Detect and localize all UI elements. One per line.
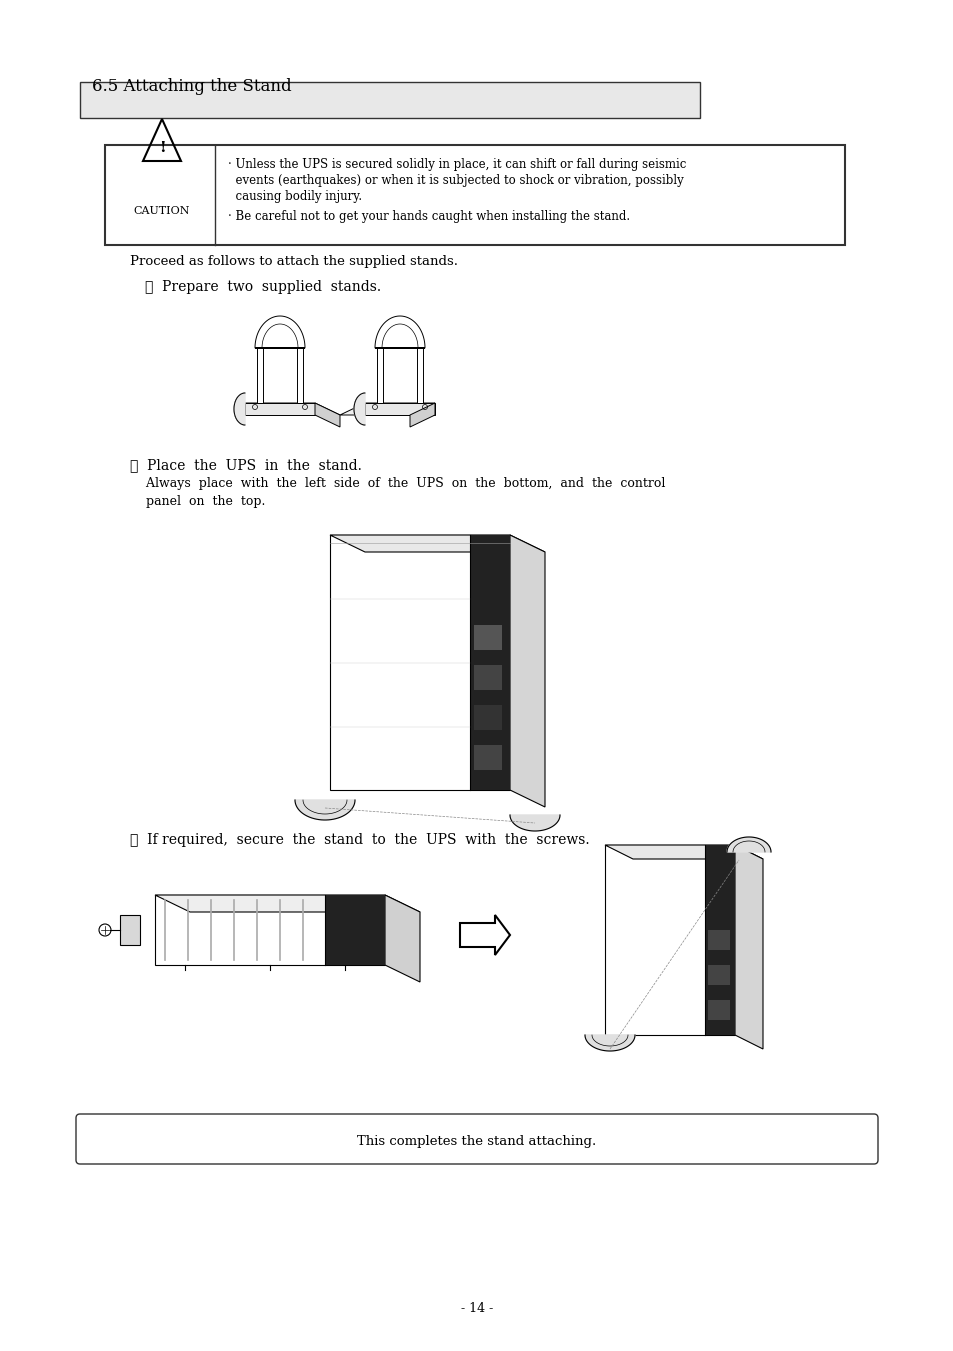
Polygon shape [584, 1035, 635, 1051]
Text: ①  Prepare  two  supplied  stands.: ① Prepare two supplied stands. [145, 280, 381, 295]
Polygon shape [314, 403, 339, 427]
Polygon shape [245, 403, 339, 415]
Text: Proceed as follows to attach the supplied stands.: Proceed as follows to attach the supplie… [130, 255, 457, 267]
FancyBboxPatch shape [707, 965, 729, 985]
Polygon shape [410, 403, 435, 427]
FancyBboxPatch shape [474, 665, 501, 690]
Text: panel  on  the  top.: panel on the top. [130, 494, 265, 508]
Text: causing bodily injury.: causing bodily injury. [228, 190, 362, 203]
FancyBboxPatch shape [470, 535, 510, 790]
Polygon shape [296, 349, 303, 403]
Polygon shape [233, 393, 245, 426]
Polygon shape [365, 403, 435, 415]
Polygon shape [330, 535, 510, 790]
Polygon shape [294, 800, 355, 820]
Text: - 14 -: - 14 - [460, 1302, 493, 1315]
FancyBboxPatch shape [707, 1000, 729, 1020]
FancyBboxPatch shape [474, 626, 501, 650]
FancyBboxPatch shape [80, 82, 700, 118]
Text: CAUTION: CAUTION [133, 205, 190, 216]
Polygon shape [734, 844, 762, 1048]
Text: ②  Place  the  UPS  in  the  stand.: ② Place the UPS in the stand. [130, 458, 361, 471]
FancyBboxPatch shape [325, 894, 385, 965]
FancyBboxPatch shape [474, 705, 501, 730]
Polygon shape [510, 815, 559, 831]
Polygon shape [510, 535, 544, 807]
Polygon shape [385, 894, 419, 982]
Polygon shape [256, 349, 263, 403]
Text: 6.5 Attaching the Stand: 6.5 Attaching the Stand [91, 78, 292, 95]
Text: !: ! [158, 141, 165, 155]
Polygon shape [726, 838, 770, 852]
FancyBboxPatch shape [120, 915, 140, 944]
Polygon shape [154, 894, 385, 965]
Polygon shape [339, 403, 435, 415]
Polygon shape [330, 535, 544, 553]
Polygon shape [254, 316, 305, 349]
Text: Always  place  with  the  left  side  of  the  UPS  on  the  bottom,  and  the  : Always place with the left side of the U… [130, 477, 664, 490]
Polygon shape [245, 403, 314, 415]
FancyBboxPatch shape [707, 929, 729, 950]
Polygon shape [604, 844, 734, 1035]
Polygon shape [154, 894, 419, 912]
FancyBboxPatch shape [474, 744, 501, 770]
Text: ③  If required,  secure  the  stand  to  the  UPS  with  the  screws.: ③ If required, secure the stand to the U… [130, 834, 589, 847]
Text: This completes the stand attaching.: This completes the stand attaching. [357, 1135, 596, 1147]
FancyBboxPatch shape [76, 1115, 877, 1165]
FancyBboxPatch shape [704, 844, 734, 1035]
Text: · Be careful not to get your hands caught when installing the stand.: · Be careful not to get your hands caugh… [228, 209, 630, 223]
Text: · Unless the UPS is secured solidly in place, it can shift or fall during seismi: · Unless the UPS is secured solidly in p… [228, 158, 685, 172]
Polygon shape [416, 349, 422, 403]
Text: events (earthquakes) or when it is subjected to shock or vibration, possibly: events (earthquakes) or when it is subje… [228, 174, 683, 186]
FancyBboxPatch shape [105, 145, 844, 245]
Polygon shape [375, 316, 424, 349]
Circle shape [99, 924, 111, 936]
Polygon shape [604, 844, 762, 859]
Polygon shape [376, 349, 382, 403]
Polygon shape [354, 393, 365, 426]
